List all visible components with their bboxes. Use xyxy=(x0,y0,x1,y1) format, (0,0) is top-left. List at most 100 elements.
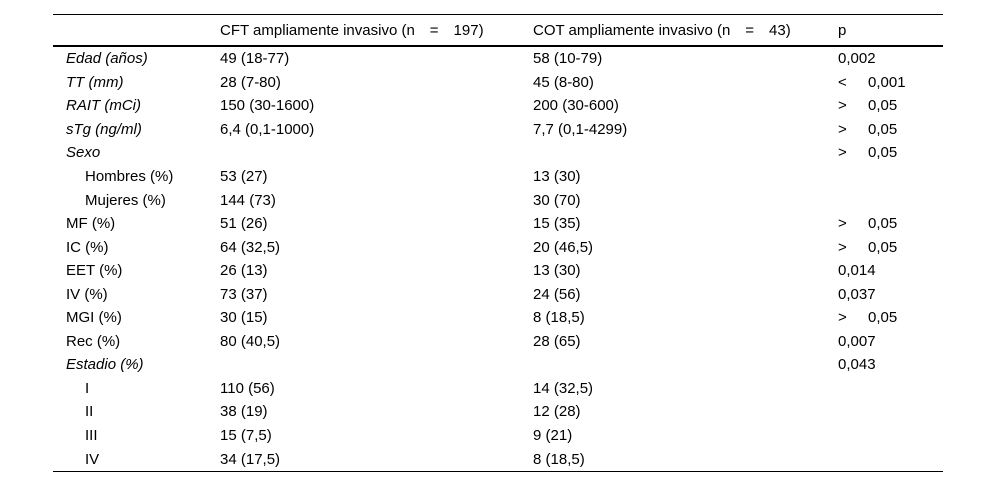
table-row: I 110 (56) 14 (32,5) xyxy=(53,377,943,401)
row-label: IV (%) xyxy=(66,285,108,303)
p-value: 0,037 xyxy=(838,285,876,303)
cft-value: 6,4 (0,1-1000) xyxy=(220,120,315,138)
table-row: Estadio (%) 0,043 xyxy=(53,353,943,377)
cft-value: 53 (27) xyxy=(220,168,268,185)
p-value: 0,043 xyxy=(838,356,876,374)
p-value: 0,007 xyxy=(838,332,876,350)
row-label: IV xyxy=(85,450,100,468)
p-value: 0,05 xyxy=(868,97,898,115)
row-label: Sexo xyxy=(66,144,101,162)
table-row: TT (mm) 28 (7-80) 45 (8-80) <0,001 xyxy=(53,71,943,95)
comparison-table: CFT ampliamente invasivo (n = 197) COT a… xyxy=(53,14,943,472)
table-row: Sexo >0,05 xyxy=(53,141,943,165)
cft-value: 150 (30-1600) xyxy=(220,97,315,115)
table-row: Hombres (%) 53 (27) 13 (30) xyxy=(53,165,943,189)
row-label: RAIT (mCi) xyxy=(66,97,141,115)
p-cell: 0,043 xyxy=(838,357,943,372)
cot-value: 28 (65) xyxy=(533,332,581,350)
p-value: 0,05 xyxy=(868,238,898,256)
table-row: IV 34 (17,5) 8 (18,5) xyxy=(53,447,943,471)
cot-value: 24 (56) xyxy=(533,285,581,303)
cot-value: 8 (18,5) xyxy=(533,309,585,327)
row-label: EET (%) xyxy=(66,262,123,280)
cot-value: 8 (18,5) xyxy=(533,450,585,468)
cot-value: 13 (30) xyxy=(533,168,581,185)
p-cell: >0,05 xyxy=(838,216,943,231)
cft-value: 30 (15) xyxy=(220,309,268,327)
p-operator: > xyxy=(838,215,847,233)
p-cell: 0,014 xyxy=(838,263,943,278)
p-cell: 0,007 xyxy=(838,334,943,349)
cot-value: 30 (70) xyxy=(533,191,581,209)
p-cell: >0,05 xyxy=(838,240,943,255)
row-label: TT (mm) xyxy=(66,73,124,91)
cft-value: 80 (40,5) xyxy=(220,332,281,350)
cot-value: 14 (32,5) xyxy=(533,379,594,397)
cot-value: 20 (46,5) xyxy=(533,238,594,256)
cot-value: 12 (28) xyxy=(533,403,581,421)
row-label: II xyxy=(85,403,94,421)
table-row: III 15 (7,5) 9 (21) xyxy=(53,424,943,448)
cft-value: 49 (18-77) xyxy=(220,50,290,68)
row-label: sTg (ng/ml) xyxy=(66,120,142,138)
cft-value: 38 (19) xyxy=(220,403,268,421)
table-header-row: CFT ampliamente invasivo (n = 197) COT a… xyxy=(53,15,943,47)
table-row: sTg (ng/ml) 6,4 (0,1-1000) 7,7 (0,1-4299… xyxy=(53,118,943,142)
cft-value: 110 (56) xyxy=(220,379,275,397)
header-cot-column: COT ampliamente invasivo (n = 43) xyxy=(533,21,791,39)
cot-value: 13 (30) xyxy=(533,262,581,280)
row-label: Estadio (%) xyxy=(66,356,144,374)
row-label: Rec (%) xyxy=(66,332,121,350)
p-cell: 0,037 xyxy=(838,287,943,302)
p-operator: < xyxy=(838,73,847,91)
cot-value: 7,7 (0,1-4299) xyxy=(533,120,628,138)
p-cell: >0,05 xyxy=(838,310,943,325)
cft-value: 73 (37) xyxy=(220,285,268,303)
p-value: 0,014 xyxy=(838,262,876,280)
table-body: Edad (años) 49 (18-77) 58 (10-79) 0,002 … xyxy=(53,47,943,471)
table-row: Rec (%) 80 (40,5) 28 (65) 0,007 xyxy=(53,330,943,354)
cft-value: 34 (17,5) xyxy=(220,450,281,468)
p-operator: > xyxy=(838,97,847,115)
cot-value: 45 (8-80) xyxy=(533,73,594,91)
p-cell: >0,05 xyxy=(838,145,943,160)
table-row: IV (%) 73 (37) 24 (56) 0,037 xyxy=(53,282,943,306)
cot-value: 58 (10-79) xyxy=(533,50,603,68)
table-row: RAIT (mCi) 150 (30-1600) 200 (30-600) >0… xyxy=(53,94,943,118)
p-operator: > xyxy=(838,309,847,327)
row-label: Edad (años) xyxy=(66,50,148,68)
row-label: Hombres (%) xyxy=(85,168,174,185)
cot-value: 15 (35) xyxy=(533,215,581,233)
cft-value: 51 (26) xyxy=(220,215,268,233)
p-value: 0,05 xyxy=(868,144,898,162)
cft-value: 28 (7-80) xyxy=(220,73,281,91)
p-operator: > xyxy=(838,238,847,256)
cft-value: 26 (13) xyxy=(220,262,268,280)
table-row: MGI (%) 30 (15) 8 (18,5) >0,05 xyxy=(53,306,943,330)
p-value: 0,05 xyxy=(868,215,898,233)
p-operator: > xyxy=(838,120,847,138)
table-row: EET (%) 26 (13) 13 (30) 0,014 xyxy=(53,259,943,283)
cft-value: 15 (7,5) xyxy=(220,427,272,445)
row-label: III xyxy=(85,427,98,445)
row-label: Mujeres (%) xyxy=(85,191,166,209)
p-cell: >0,05 xyxy=(838,98,943,113)
row-label: I xyxy=(85,379,90,397)
table-row: II 38 (19) 12 (28) xyxy=(53,400,943,424)
cft-value: 64 (32,5) xyxy=(220,238,281,256)
cot-value: 200 (30-600) xyxy=(533,97,619,115)
header-p-column: p xyxy=(838,21,847,39)
p-operator: > xyxy=(838,144,847,162)
p-value: 0,002 xyxy=(838,50,876,68)
table-row: IC (%) 64 (32,5) 20 (46,5) >0,05 xyxy=(53,235,943,259)
header-cft-column: CFT ampliamente invasivo (n = 197) xyxy=(220,21,484,39)
p-cell: <0,001 xyxy=(838,75,943,90)
cot-value: 9 (21) xyxy=(533,427,573,445)
table-row: Mujeres (%) 144 (73) 30 (70) xyxy=(53,188,943,212)
p-value: 0,001 xyxy=(868,73,906,91)
row-label: MF (%) xyxy=(66,215,116,233)
table-row: Edad (años) 49 (18-77) 58 (10-79) 0,002 xyxy=(53,47,943,71)
cft-value: 144 (73) xyxy=(220,191,276,209)
p-cell: 0,002 xyxy=(838,51,943,66)
